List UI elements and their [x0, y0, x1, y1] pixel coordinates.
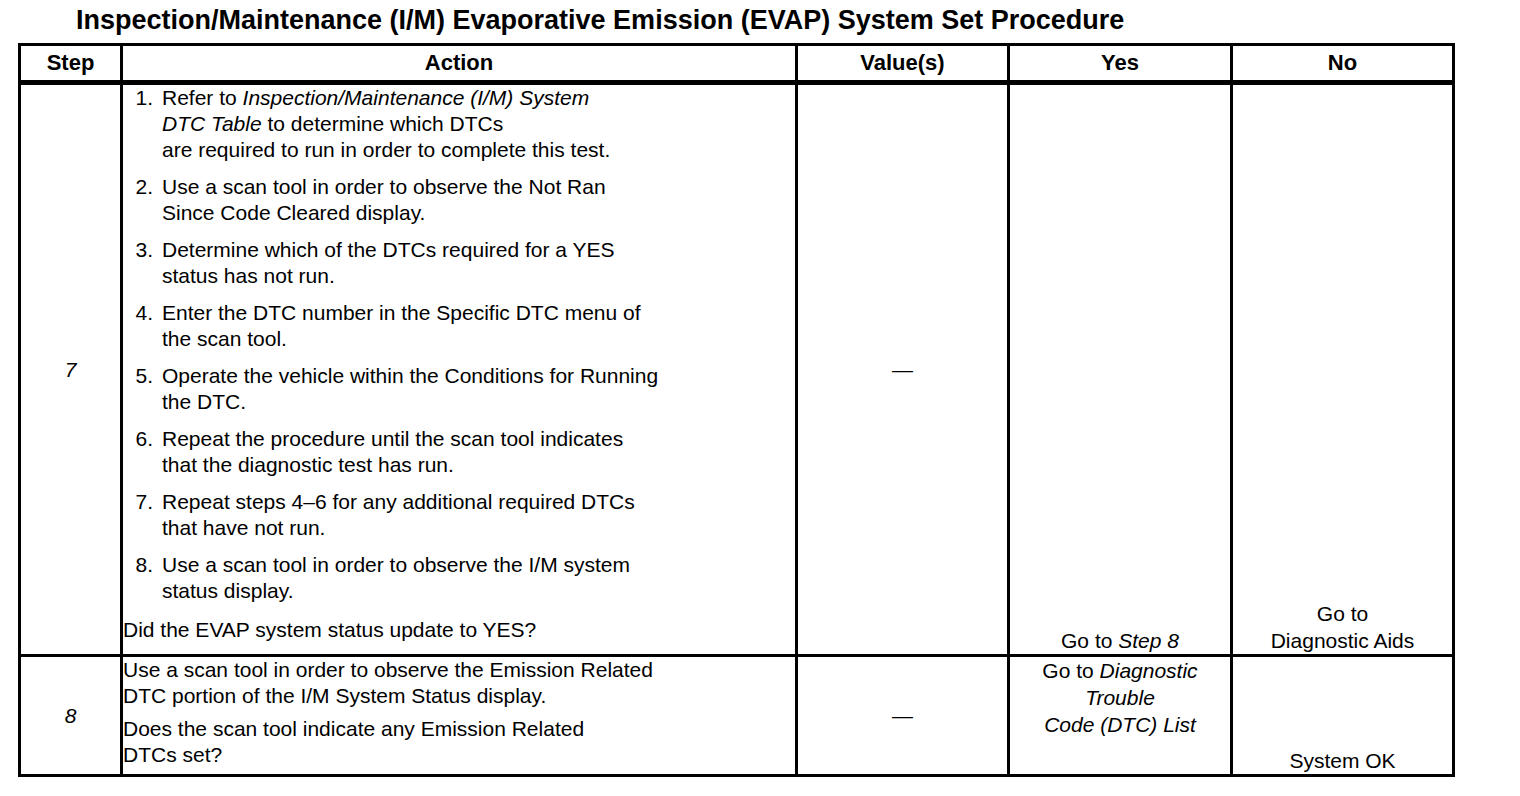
list-item: 7. Repeat steps 4–6 for any additional r… — [123, 489, 795, 541]
column-header-yes: Yes — [1009, 45, 1232, 83]
column-header-values: Value(s) — [797, 45, 1009, 83]
values-cell: — — [797, 83, 1009, 656]
list-item-text: Repeat the procedure until the scan tool… — [162, 426, 623, 478]
list-item-text: Operate the vehicle within the Condition… — [162, 363, 658, 415]
list-item-text: Enter the DTC number in the Specific DTC… — [162, 300, 641, 352]
list-item-number: 8. — [123, 552, 162, 604]
list-item-number: 3. — [123, 237, 162, 289]
no-cell: System OK — [1232, 656, 1454, 776]
column-header-no: No — [1232, 45, 1454, 83]
list-item-text: Refer to Inspection/Maintenance (I/M) Sy… — [162, 85, 610, 163]
step-question: Does the scan tool indicate any Emission… — [123, 716, 795, 768]
list-item: 5. Operate the vehicle within the Condit… — [123, 363, 795, 415]
list-item: 1. Refer to Inspection/Maintenance (I/M)… — [123, 85, 795, 163]
page-title: Inspection/Maintenance (I/M) Evaporative… — [76, 5, 1520, 36]
values-cell: — — [797, 656, 1009, 776]
yes-instruction: Go to Diagnostic Trouble Code (DTC) List — [1042, 659, 1197, 736]
list-item: 2. Use a scan tool in order to observe t… — [123, 174, 795, 226]
list-item-number: 6. — [123, 426, 162, 478]
list-item-number: 2. — [123, 174, 162, 226]
list-item-text: Repeat steps 4–6 for any additional requ… — [162, 489, 635, 541]
yes-cell: Go to Step 8 — [1009, 83, 1232, 656]
list-item-text: Use a scan tool in order to observe the … — [162, 174, 606, 226]
procedure-table: Step Action Value(s) Yes No 7 1. Refer t… — [18, 43, 1455, 777]
list-item-number: 4. — [123, 300, 162, 352]
list-item-text: Determine which of the DTCs required for… — [162, 237, 614, 289]
list-item: 6. Repeat the procedure until the scan t… — [123, 426, 795, 478]
no-instruction: System OK — [1289, 749, 1395, 772]
step-question: Did the EVAP system status update to YES… — [123, 617, 795, 643]
list-item-number: 1. — [123, 85, 162, 163]
step-number: 8 — [20, 656, 122, 776]
step-number: 7 — [20, 83, 122, 656]
action-cell: Use a scan tool in order to observe the … — [122, 656, 797, 776]
list-item: 3. Determine which of the DTCs required … — [123, 237, 795, 289]
no-instruction: Go to Diagnostic Aids — [1271, 602, 1415, 652]
yes-cell: Go to Diagnostic Trouble Code (DTC) List — [1009, 656, 1232, 776]
list-item-number: 7. — [123, 489, 162, 541]
header-row: Step Action Value(s) Yes No — [20, 45, 1454, 83]
no-cell: Go to Diagnostic Aids — [1232, 83, 1454, 656]
list-item-text: Use a scan tool in order to observe the … — [162, 552, 630, 604]
column-header-step: Step — [20, 45, 122, 83]
table-row-step-7: 7 1. Refer to Inspection/Maintenance (I/… — [20, 83, 1454, 656]
list-item: 4. Enter the DTC number in the Specific … — [123, 300, 795, 352]
list-item: 8. Use a scan tool in order to observe t… — [123, 552, 795, 604]
list-item-number: 5. — [123, 363, 162, 415]
action-cell: 1. Refer to Inspection/Maintenance (I/M)… — [122, 83, 797, 656]
table-row-step-8: 8 Use a scan tool in order to observe th… — [20, 656, 1454, 776]
action-paragraph: Use a scan tool in order to observe the … — [123, 657, 795, 709]
column-header-action: Action — [122, 45, 797, 83]
yes-instruction: Go to Step 8 — [1061, 629, 1179, 652]
